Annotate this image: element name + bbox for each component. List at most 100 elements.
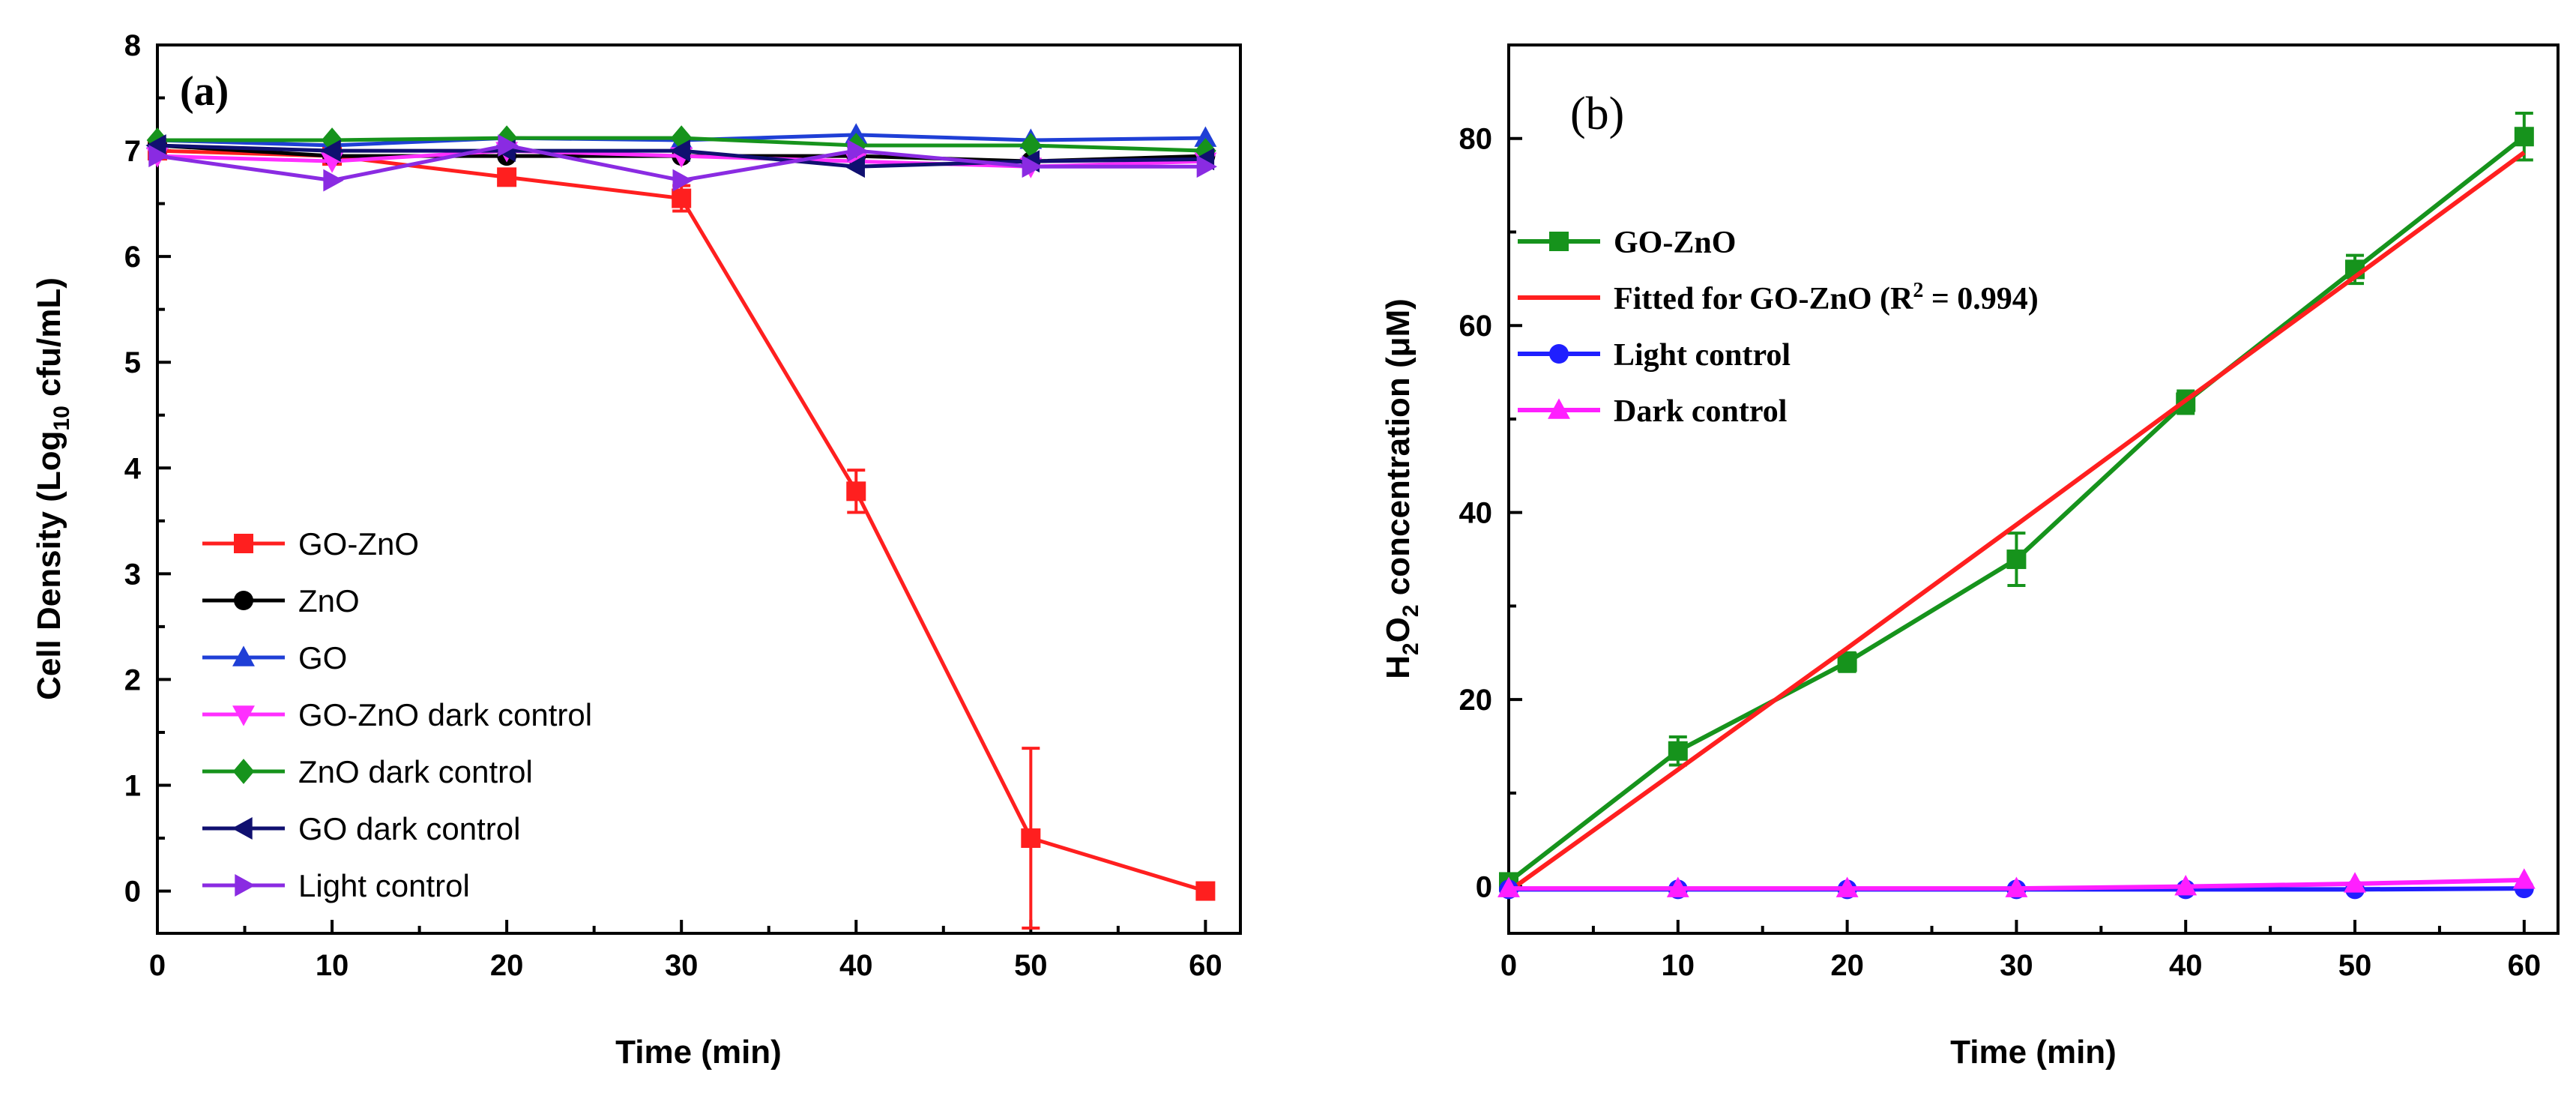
- panel-a-data-point: [1021, 828, 1041, 849]
- panel-a-data-point: [145, 134, 166, 157]
- panel-b-data-point: [1666, 876, 1689, 897]
- panel-b-x-tick-label: 50: [2338, 949, 2372, 982]
- panel-b-data-point: [1668, 741, 1688, 761]
- panel-a-data-point: [847, 139, 868, 163]
- panel-b-x-tick-label: 40: [2169, 949, 2203, 982]
- panel-a-y-tick-label: 1: [124, 770, 141, 803]
- panel-b-plot-frame: [1507, 43, 2560, 935]
- panel-a-data-point: [497, 167, 517, 187]
- panel-b-x-tick-label: 10: [1662, 949, 1695, 982]
- panel-b-legend-item: Light control: [1518, 338, 1791, 373]
- panel-a-series-6: [148, 134, 1217, 192]
- panel-b-data-point: [2512, 868, 2536, 889]
- panel-a-legend-label: Light control: [298, 868, 470, 903]
- panel-b-data-point: [2006, 550, 2027, 570]
- panel-b-x-tick-label: 60: [2508, 949, 2542, 982]
- panel-a-data-point: [320, 139, 341, 163]
- panel-b-legend-marker: [1549, 232, 1569, 251]
- panel-a-y-label-sub: 10: [49, 406, 74, 430]
- panel-b-legend: GO-ZnO Fitted for GO-ZnO (R2 = 0.994) Ligh…: [1518, 226, 2039, 429]
- panel-b-y-label-sub2: 2: [1399, 604, 1423, 617]
- panel-b-legend-label-sup: 2: [1913, 279, 1923, 302]
- panel-a-legend-marker: [232, 817, 253, 840]
- panel-a-label: (a): [180, 68, 229, 115]
- panel-a-legend-item: ZnO dark control: [202, 754, 533, 789]
- panel-a-y-label-main: Cell Density (Log: [31, 431, 67, 700]
- panel-a-x-tick-label: 40: [839, 949, 873, 982]
- panel-b-y-tick-label: 40: [1459, 497, 1493, 530]
- panel-a-data-point: [321, 127, 343, 153]
- panel-a-legend-item: GO: [202, 640, 347, 675]
- panel-b-series-3: [1497, 868, 2536, 897]
- panel-a-plot-frame: [156, 43, 1242, 935]
- panel-b-legend-label: Light control: [1614, 338, 1791, 373]
- panel-a-legend-label: GO: [298, 640, 347, 675]
- panel-a-data-point: [1194, 126, 1217, 147]
- panel-b-x-axis-label: Time (min): [1950, 1034, 2117, 1071]
- panel-a-legend-label: ZnO: [298, 583, 360, 618]
- panel-a-x-tick-label: 30: [665, 949, 699, 982]
- panel-b-y-tick-label: 0: [1476, 871, 1492, 904]
- panel-a-y-axis-label: Cell Density (Log10 cfu/mL): [31, 277, 74, 700]
- panel-a-legend-label: GO dark control: [298, 811, 520, 846]
- panel-b-legend-item: Fitted for GO-ZnO (R2 = 0.994): [1518, 279, 2039, 316]
- panel-b-ticks: 0 10 20 30 40 50 60 0 20 40 60 80: [1459, 123, 2542, 982]
- panel-b-legend-label-text: Light control: [1614, 338, 1791, 373]
- panel-b-y-axis-label: H2O2 concentration (μM): [1380, 298, 1423, 679]
- panel-a-legend-label: GO-ZnO: [298, 526, 419, 561]
- panel-a-y-tick-label: 2: [124, 663, 141, 696]
- panel-b-y-label-tail: concentration (μM): [1380, 298, 1417, 604]
- panel-a-legend-label-text: Light control: [298, 868, 470, 903]
- panel-b-data-point: [2005, 876, 2028, 897]
- panel-a-data-point: [495, 125, 518, 151]
- panel-a-y-label-tail: cfu/mL): [31, 277, 67, 406]
- panel-a-data-point: [498, 134, 519, 157]
- panel-a-legend-item: GO-ZnO: [202, 526, 419, 561]
- panel-a-data-point: [1195, 138, 1216, 163]
- panel-a-data-point: [1020, 133, 1042, 158]
- panel-a-legend-label-text: GO dark control: [298, 811, 520, 846]
- panel-a-legend-marker: [232, 645, 255, 666]
- panel-a-y-tick-label: 0: [124, 876, 141, 909]
- panel-a-x-tick-label: 50: [1014, 949, 1048, 982]
- panel-a-legend-marker: [234, 534, 253, 553]
- panel-b-legend-label-tail: = 0.994): [1923, 282, 2038, 316]
- panel-b-y-label-main: H: [1380, 655, 1417, 679]
- panel-a-x-tick-label: 0: [149, 949, 166, 982]
- panel-a-data-point: [672, 169, 693, 192]
- panel-a-y-tick-label: 5: [124, 346, 141, 379]
- panel-b-legend-label-text: Dark control: [1614, 394, 1787, 429]
- panel-b-y-tick-label: 20: [1459, 684, 1493, 717]
- panel-b-x-tick-label: 0: [1500, 949, 1517, 982]
- panel-a-legend-item: ZnO: [202, 583, 360, 618]
- panel-a-y-tick-label: 4: [124, 452, 142, 485]
- panel-a-x-tick-label: 60: [1189, 949, 1222, 982]
- panel-a-data-point: [1196, 155, 1217, 178]
- panel-a-legend-marker: [235, 874, 256, 897]
- panel-b-series: [1497, 112, 2536, 900]
- panel-a-chart: 0 10 20 30 40 50 60 0 1 2 3 4 5 6 7 8 (a) Time (min) Ce…: [31, 29, 1242, 1071]
- panel-a-legend-label-text: ZnO dark control: [298, 754, 533, 789]
- panel-a-data-point: [844, 155, 865, 178]
- panel-a-data-point: [148, 145, 169, 168]
- panel-a-x-axis-label: Time (min): [615, 1034, 782, 1071]
- panel-b-legend-label-text: GO-ZnO: [1614, 226, 1736, 260]
- panel-b-series-1: [1507, 151, 2526, 894]
- panel-a-y-tick-label: 8: [124, 29, 141, 62]
- panel-a-y-tick-label: 6: [124, 241, 141, 274]
- panel-a-legend-item: GO dark control: [202, 811, 520, 846]
- panel-b-data-point: [2514, 127, 2534, 147]
- panel-b-y-tick-label: 60: [1459, 310, 1493, 343]
- panel-a-data-point: [1022, 155, 1043, 178]
- panel-b-legend-marker: [1549, 344, 1569, 364]
- panel-a-y-tick-label: 7: [124, 135, 141, 168]
- panel-a-legend-marker: [232, 759, 255, 784]
- panel-a-y-tick-label: 3: [124, 558, 141, 591]
- panel-a-data-point: [672, 188, 692, 208]
- panel-a-legend-item: Light control: [202, 868, 470, 903]
- panel-b-x-tick-label: 30: [2000, 949, 2033, 982]
- panel-a-legend-label: GO-ZnO dark control: [298, 697, 592, 732]
- panel-b-data-point: [2344, 872, 2366, 893]
